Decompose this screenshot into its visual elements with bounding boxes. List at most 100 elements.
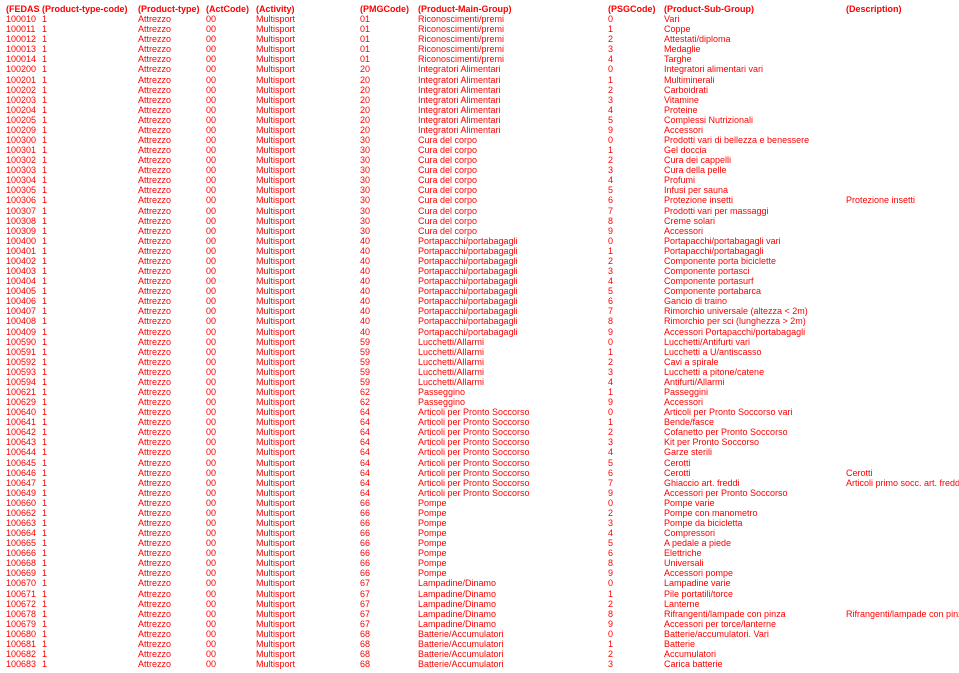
cell: Attrezzo bbox=[136, 115, 204, 125]
cell: 1 bbox=[40, 649, 136, 659]
cell: 30 bbox=[358, 145, 416, 155]
cell: 64 bbox=[358, 417, 416, 427]
cell: Attrezzo bbox=[136, 347, 204, 357]
cell: 00 bbox=[204, 34, 254, 44]
cell: 68 bbox=[358, 659, 416, 669]
cell: Portapacchi/portabagagli bbox=[662, 246, 844, 256]
cell: 66 bbox=[358, 568, 416, 578]
cell: Lucchetti/Allarmi bbox=[416, 357, 606, 367]
cell: Articoli per Pronto Soccorso bbox=[416, 417, 606, 427]
cell bbox=[844, 105, 959, 115]
cell: 00 bbox=[204, 95, 254, 105]
table-row: 1004091Attrezzo00Multisport40Portapacchi… bbox=[4, 327, 959, 337]
cell: 00 bbox=[204, 24, 254, 34]
cell: 00 bbox=[204, 175, 254, 185]
cell: 1 bbox=[40, 216, 136, 226]
cell: Attrezzo bbox=[136, 498, 204, 508]
cell: 00 bbox=[204, 468, 254, 478]
cell: Cerotti bbox=[662, 468, 844, 478]
table-row: 1005931Attrezzo00Multisport59Lucchetti/A… bbox=[4, 367, 959, 377]
cell: Attrezzo bbox=[136, 417, 204, 427]
cell: Articoli per Pronto Soccorso bbox=[416, 458, 606, 468]
cell bbox=[844, 397, 959, 407]
cell: 3 bbox=[606, 437, 662, 447]
cell: 00 bbox=[204, 256, 254, 266]
cell: 00 bbox=[204, 195, 254, 205]
cell: 100643 bbox=[4, 437, 40, 447]
cell: Multisport bbox=[254, 327, 358, 337]
cell: Rifrangenti/lampade con pinza bbox=[844, 609, 959, 619]
cell: 00 bbox=[204, 538, 254, 548]
table-row: 1002021Attrezzo00Multisport20Integratori… bbox=[4, 85, 959, 95]
cell: Multisport bbox=[254, 458, 358, 468]
cell: Coppe bbox=[662, 24, 844, 34]
cell: 1 bbox=[40, 316, 136, 326]
cell: 0 bbox=[606, 135, 662, 145]
cell: Attrezzo bbox=[136, 377, 204, 387]
cell: 00 bbox=[204, 306, 254, 316]
cell: Multisport bbox=[254, 498, 358, 508]
cell: 40 bbox=[358, 256, 416, 266]
table-row: 1006641Attrezzo00Multisport66Pompe4Compr… bbox=[4, 528, 959, 538]
cell: 1 bbox=[40, 206, 136, 216]
cell: 1 bbox=[40, 377, 136, 387]
cell: Attrezzo bbox=[136, 296, 204, 306]
cell: 00 bbox=[204, 619, 254, 629]
cell: Multisport bbox=[254, 266, 358, 276]
table-row: 1006721Attrezzo00Multisport67Lampadine/D… bbox=[4, 599, 959, 609]
cell bbox=[844, 85, 959, 95]
cell: Attrezzo bbox=[136, 276, 204, 286]
cell: 20 bbox=[358, 95, 416, 105]
cell bbox=[844, 34, 959, 44]
cell: 64 bbox=[358, 447, 416, 457]
cell: Portapacchi/portabagagli bbox=[416, 236, 606, 246]
cell: Articoli primo socc. art. freddi bbox=[844, 478, 959, 488]
cell: Portapacchi/portabagagli bbox=[416, 256, 606, 266]
cell: 7 bbox=[606, 478, 662, 488]
cell: 40 bbox=[358, 276, 416, 286]
cell: Garze sterili bbox=[662, 447, 844, 457]
table-row: 1006821Attrezzo00Multisport68Batterie/Ac… bbox=[4, 649, 959, 659]
cell bbox=[844, 498, 959, 508]
cell: 100301 bbox=[4, 145, 40, 155]
cell: 100682 bbox=[4, 649, 40, 659]
table-row: 1002041Attrezzo00Multisport20Integratori… bbox=[4, 105, 959, 115]
cell: Multisport bbox=[254, 24, 358, 34]
cell: 59 bbox=[358, 377, 416, 387]
cell: 100307 bbox=[4, 206, 40, 216]
table-row: 1006701Attrezzo00Multisport67Lampadine/D… bbox=[4, 578, 959, 588]
cell: 68 bbox=[358, 629, 416, 639]
cell: Multisport bbox=[254, 236, 358, 246]
cell bbox=[844, 14, 959, 24]
cell: Cura dei cappelli bbox=[662, 155, 844, 165]
col-actcode: (ActCode) bbox=[204, 4, 254, 14]
table-row: 1002001Attrezzo00Multisport20Integratori… bbox=[4, 64, 959, 74]
cell: Batterie/Accumulatori bbox=[416, 639, 606, 649]
cell: 01 bbox=[358, 14, 416, 24]
cell: 1 bbox=[40, 175, 136, 185]
cell: Lucchetti/Allarmi bbox=[416, 377, 606, 387]
cell: Componente porta biciclette bbox=[662, 256, 844, 266]
cell: Pompe bbox=[416, 528, 606, 538]
col-desc: (Description) bbox=[844, 4, 959, 14]
table-row: 1006631Attrezzo00Multisport66Pompe3Pompe… bbox=[4, 518, 959, 528]
cell: Attrezzo bbox=[136, 367, 204, 377]
cell: 0 bbox=[606, 64, 662, 74]
cell: 00 bbox=[204, 488, 254, 498]
cell: 1 bbox=[40, 357, 136, 367]
cell: 1 bbox=[40, 165, 136, 175]
cell: 00 bbox=[204, 629, 254, 639]
cell: Articoli per Pronto Soccorso bbox=[416, 488, 606, 498]
cell: 30 bbox=[358, 135, 416, 145]
cell: 1 bbox=[40, 276, 136, 286]
cell: 00 bbox=[204, 85, 254, 95]
cell: 67 bbox=[358, 578, 416, 588]
cell: 100401 bbox=[4, 246, 40, 256]
cell: 3 bbox=[606, 165, 662, 175]
cell: 00 bbox=[204, 64, 254, 74]
cell: Attrezzo bbox=[136, 165, 204, 175]
cell: Multisport bbox=[254, 195, 358, 205]
cell: Multisport bbox=[254, 417, 358, 427]
cell: 9 bbox=[606, 226, 662, 236]
cell: Multisport bbox=[254, 206, 358, 216]
